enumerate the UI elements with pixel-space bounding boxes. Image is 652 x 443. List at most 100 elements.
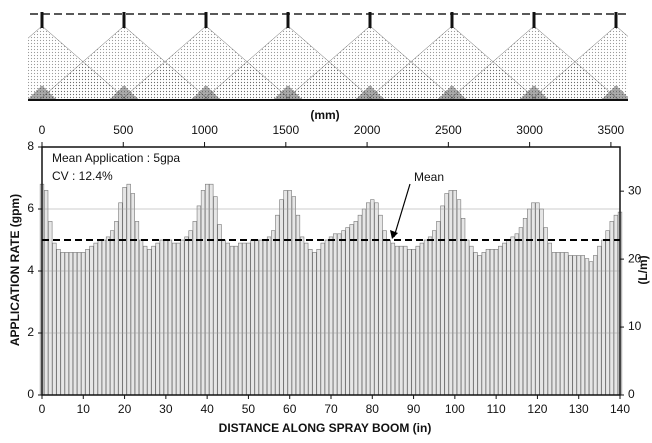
bar [155, 242, 160, 396]
bar [68, 252, 74, 396]
x-tick-label: 100 [445, 402, 465, 416]
bar [436, 221, 441, 396]
bar [584, 258, 590, 396]
y-axis-label: APPLICATION RATE (gpm) [8, 194, 22, 346]
x-tick-label: 30 [159, 402, 173, 416]
bar [89, 245, 94, 396]
bar [452, 190, 458, 396]
bar [588, 261, 594, 396]
bar [551, 252, 557, 396]
bar [473, 252, 478, 396]
bar [357, 214, 363, 396]
x2-tick-label: 2500 [435, 123, 462, 137]
bar [555, 252, 561, 396]
x-tick-label: 130 [569, 402, 589, 416]
bar [43, 190, 49, 396]
bar [266, 236, 272, 396]
bar [423, 239, 429, 396]
bar [386, 239, 391, 396]
bar [353, 221, 358, 396]
bar [456, 199, 462, 396]
bar [217, 224, 222, 396]
bar [196, 205, 202, 396]
x2-tick-label: 0 [39, 123, 46, 137]
bar [518, 227, 524, 396]
y-tick-label: 4 [27, 263, 34, 277]
bar [543, 227, 548, 396]
annotation: CV : 12.4% [52, 169, 113, 183]
x2-tick-label: 500 [113, 123, 133, 137]
bar [60, 252, 65, 396]
x-axis-label: DISTANCE ALONG SPRAY BOOM (in) [219, 421, 432, 435]
bar [275, 214, 280, 396]
bar [601, 239, 606, 396]
bar [576, 255, 581, 396]
bar [572, 255, 577, 396]
bar [97, 239, 102, 396]
bar [345, 227, 350, 396]
y2-tick-label: 10 [628, 319, 642, 333]
bar [122, 187, 127, 396]
bar [114, 221, 119, 396]
bar [432, 230, 437, 396]
bar [349, 224, 354, 396]
bar [415, 245, 420, 396]
bar [279, 199, 284, 396]
bar [291, 196, 296, 396]
bar [560, 252, 565, 396]
bar [72, 252, 78, 396]
bar [64, 252, 69, 396]
bar [324, 239, 330, 396]
bar [506, 239, 511, 396]
bar [134, 221, 140, 396]
plot-frame [41, 146, 621, 396]
bar [498, 245, 503, 396]
bar [593, 255, 598, 396]
bar [171, 242, 177, 396]
bar [233, 245, 239, 396]
bar [229, 245, 235, 396]
bar [48, 221, 53, 396]
bar [225, 242, 230, 396]
bar [271, 230, 276, 396]
bar [568, 255, 573, 396]
bar [337, 233, 342, 396]
bar [522, 218, 528, 396]
x-tick-label: 80 [366, 402, 380, 416]
bar [238, 242, 243, 396]
bar [427, 236, 433, 396]
bar [312, 252, 317, 396]
bar [514, 233, 519, 396]
x-tick-label: 140 [610, 402, 630, 416]
y2-tick-label: 0 [628, 387, 635, 401]
bar [81, 252, 86, 396]
bar [126, 183, 131, 396]
bar [547, 242, 552, 396]
bar [52, 242, 57, 396]
bar [539, 208, 544, 396]
bar [110, 230, 115, 396]
bar [502, 242, 507, 396]
bar [204, 183, 210, 396]
bar [440, 205, 445, 396]
annotation: Mean [414, 170, 444, 184]
bar [448, 190, 453, 396]
bar [535, 202, 540, 396]
bar [332, 233, 338, 396]
bar [366, 202, 371, 396]
annotation-arrow [393, 183, 411, 238]
bar [580, 255, 585, 396]
y-tick-label: 8 [27, 139, 34, 153]
x-tick-label: 20 [118, 402, 132, 416]
bar [138, 239, 144, 396]
x-tick-label: 60 [283, 402, 297, 416]
spray-diagram [28, 12, 628, 101]
x2-tick-label: 1500 [272, 123, 299, 137]
bar [465, 239, 470, 396]
bar [390, 242, 396, 396]
bar [304, 242, 309, 396]
bar [242, 242, 247, 396]
bar [246, 242, 251, 396]
